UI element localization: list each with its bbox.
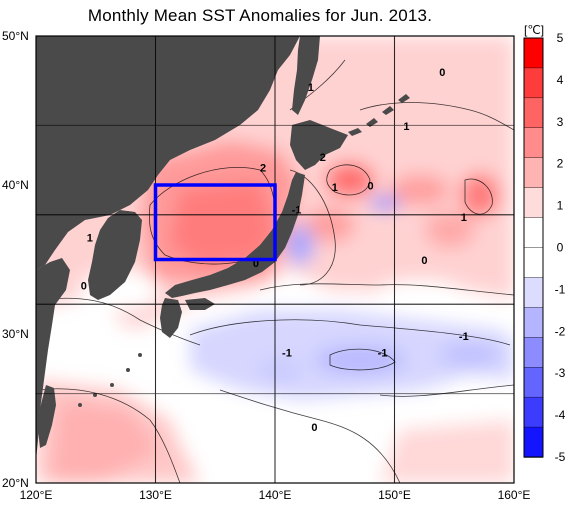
colorbar-tick-label: 3 — [557, 115, 564, 129]
contour-label: 1 — [461, 212, 467, 224]
colorbar-tick-label: -1 — [555, 282, 566, 296]
contour-label: 0 — [439, 67, 445, 79]
longitude-tick-label: 160°E — [498, 488, 531, 502]
contour-label: 0 — [368, 180, 374, 192]
korean-peninsula — [88, 210, 142, 300]
highlight-box — [153, 183, 277, 262]
colorbar-segment — [523, 97, 544, 129]
colorbar-tick-label: -3 — [555, 366, 566, 380]
colorbar-tick-label: 2 — [557, 157, 564, 171]
china-coast — [36, 258, 70, 460]
contour-label: -1 — [292, 204, 302, 216]
kyushu — [160, 298, 182, 338]
colorbar-unit: [℃] — [524, 23, 544, 37]
colorbar-tick-label: 5 — [557, 31, 564, 45]
contour-labels: 1 0 1 2 2 1 0 -1 1 1 0 0 0 -1 -1 -1 0 — [81, 67, 469, 434]
colorbar-segment — [523, 307, 544, 338]
contour-label: 1 — [87, 233, 93, 245]
colorbar-segment — [523, 67, 544, 99]
asia-mainland — [36, 36, 300, 270]
contour-label: -1 — [378, 347, 388, 359]
honshu — [165, 172, 305, 298]
colorbar-tick-label: -4 — [555, 408, 566, 422]
longitude-tick-label: 130°E — [139, 488, 172, 502]
colorbar-segment — [523, 426, 544, 458]
map-frame — [35, 35, 515, 484]
land — [36, 36, 410, 460]
contour-label: 1 — [403, 121, 409, 133]
longitude-tick-label: 150°E — [378, 488, 411, 502]
colorbar-segment — [523, 37, 544, 69]
colorbar-segment — [523, 337, 544, 368]
longitude-tick-label: 120°E — [20, 488, 53, 502]
colorbar-segment — [523, 396, 544, 428]
contour-label: -1 — [459, 331, 469, 343]
colorbar-tick-label: 0 — [557, 241, 564, 255]
contour-label: 1 — [332, 182, 338, 194]
colorbar-tick-label: -5 — [555, 450, 566, 464]
longitude-tick-label: 140°E — [259, 488, 292, 502]
map-title: Monthly Mean SST Anomalies for Jun. 2013… — [87, 6, 433, 25]
latitude-tick-label: 40°N — [2, 178, 29, 192]
colorbar-segment — [523, 247, 544, 279]
colorbar: [℃] 5 4 3 2 1 0 -1 -2 -3 -4 -5 — [523, 23, 566, 464]
colorbar-segment — [523, 277, 544, 309]
contour-label: 2 — [320, 152, 326, 164]
longitude-labels: 120°E 130°E 140°E 150°E 160°E — [20, 488, 531, 502]
contour-label: -1 — [282, 347, 292, 359]
contour-lines — [36, 59, 514, 483]
contour-label: 1 — [308, 82, 314, 94]
colorbar-segment — [523, 187, 544, 219]
sakhalin — [292, 36, 320, 115]
colorbar-tick-label: 4 — [557, 73, 564, 87]
colorbar-segment — [523, 127, 544, 159]
contour-label: 0 — [311, 422, 317, 434]
colorbar-segment — [523, 157, 544, 189]
colorbar-tick-label: -2 — [555, 324, 566, 338]
hokkaido — [290, 120, 348, 170]
latitude-labels: 50°N 40°N 30°N 20°N — [2, 29, 29, 490]
contour-label: 0 — [253, 258, 259, 270]
contour-label: 2 — [260, 163, 266, 175]
latitude-tick-label: 20°N — [2, 476, 29, 490]
latitude-tick-label: 30°N — [2, 327, 29, 341]
contour-label: 0 — [81, 280, 87, 292]
colorbar-segment — [523, 367, 544, 398]
colorbar-segment — [523, 217, 544, 249]
taiwan — [38, 385, 56, 448]
colorbar-frame — [523, 37, 544, 458]
contour-label: 0 — [421, 255, 427, 267]
latitude-tick-label: 50°N — [2, 29, 29, 43]
colorbar-tick-label: 1 — [557, 199, 564, 213]
